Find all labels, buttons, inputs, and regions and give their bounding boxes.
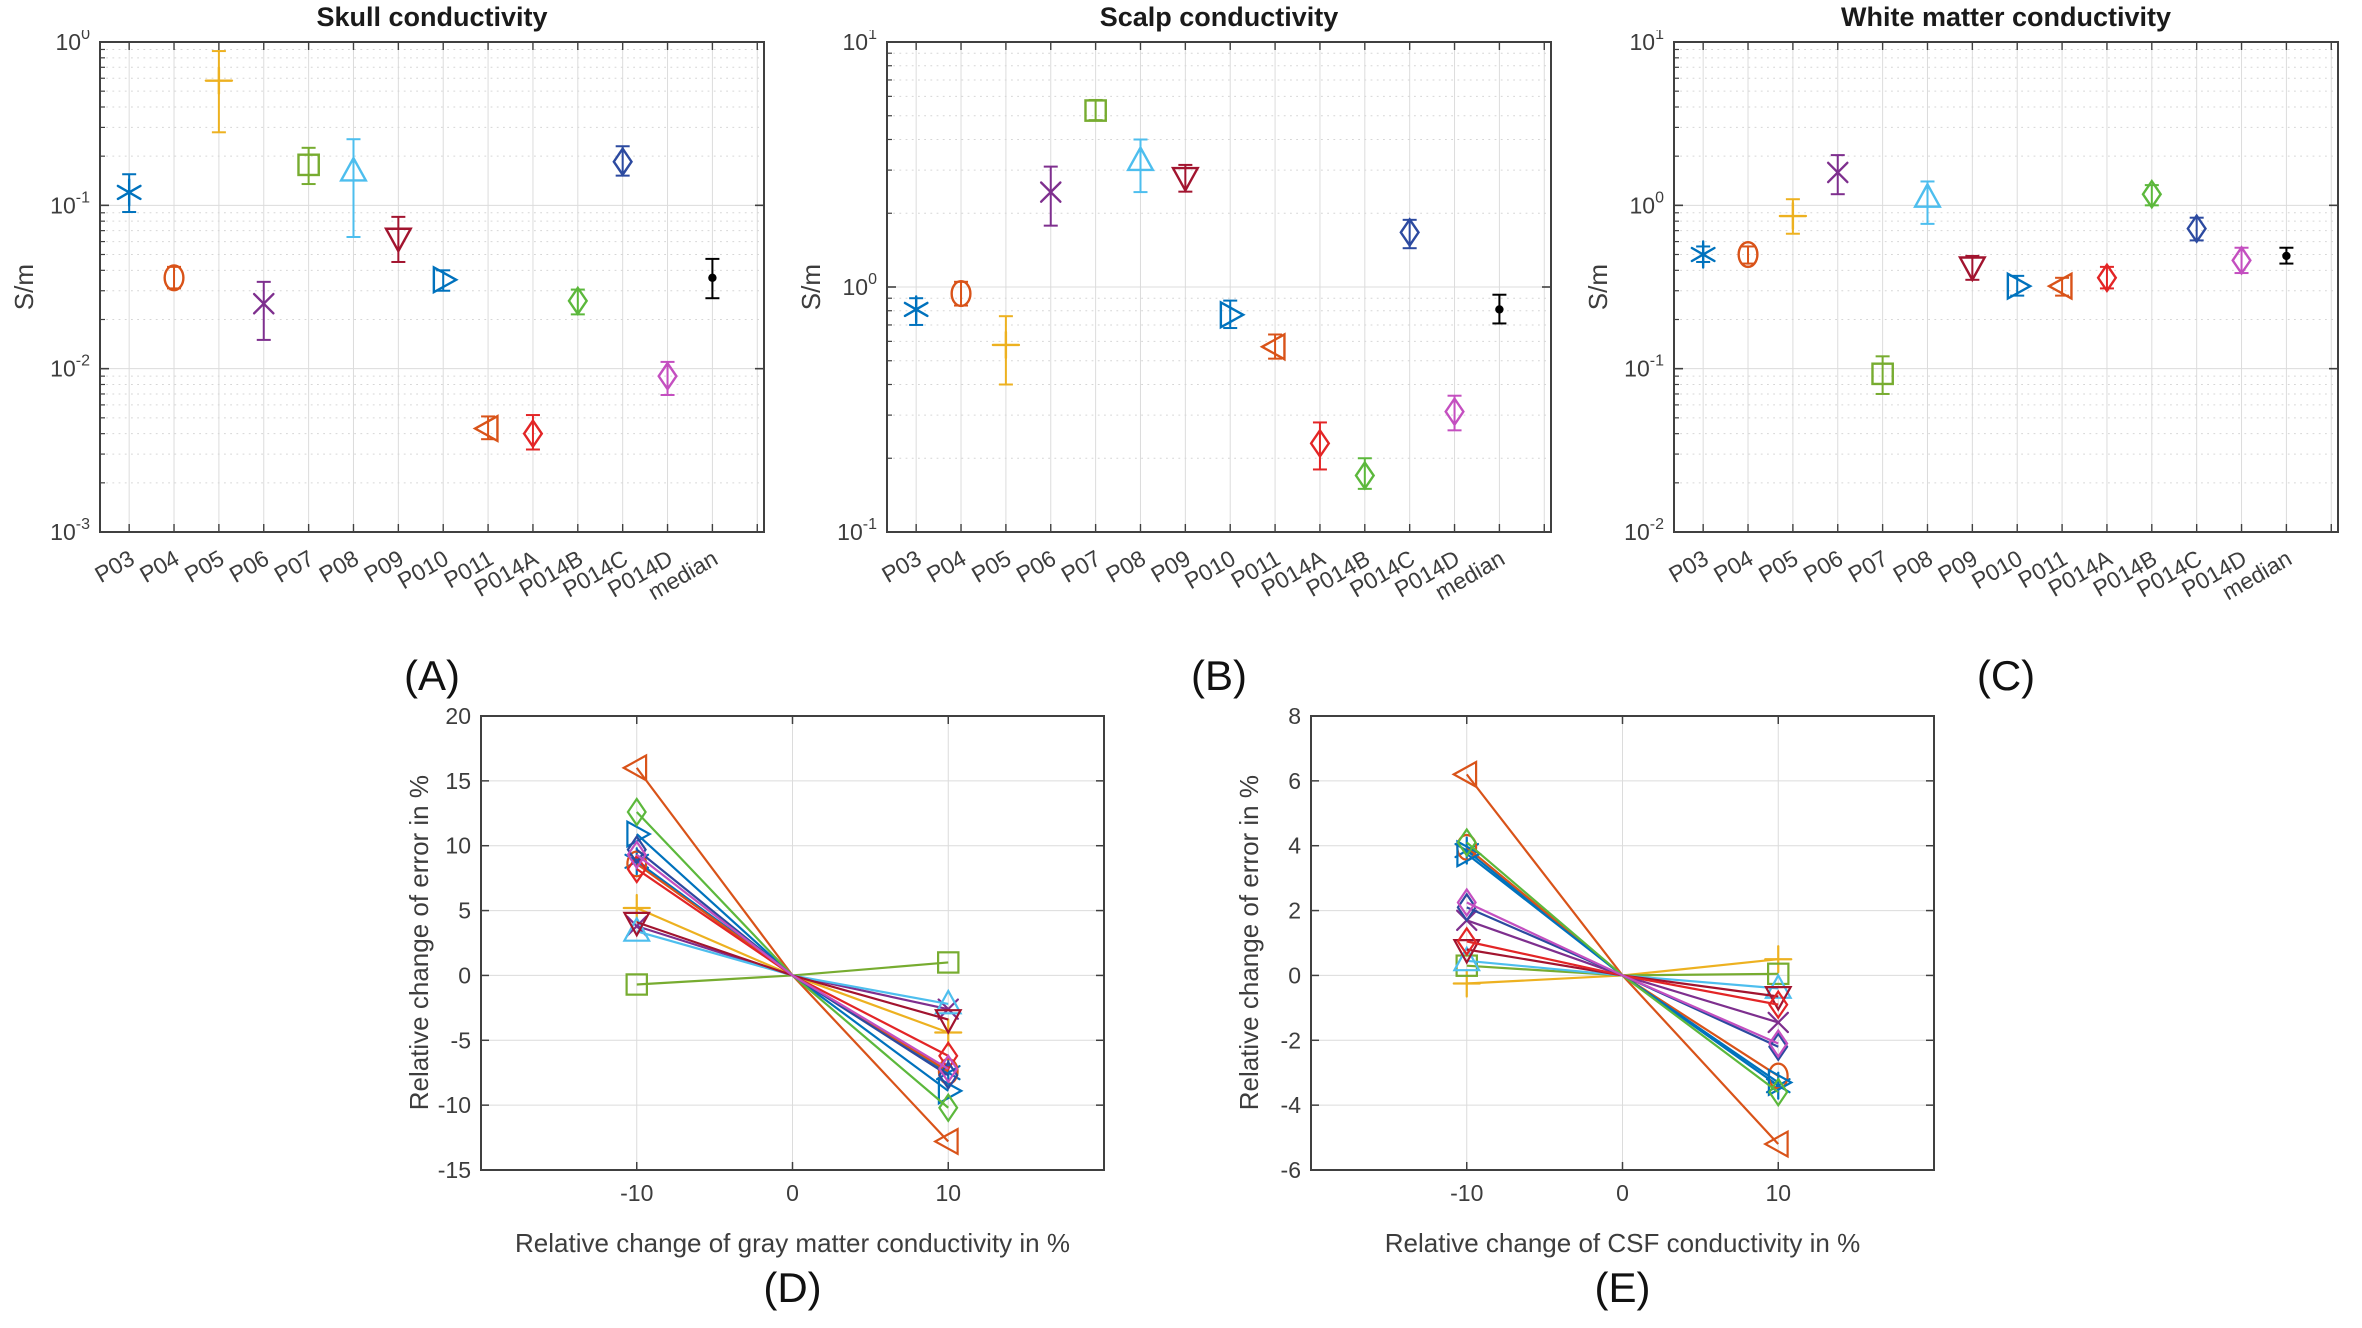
svg-text:100: 100 (1630, 189, 1665, 218)
svg-text:P07: P07 (1844, 545, 1892, 588)
svg-text:-4: -4 (1281, 1092, 1302, 1118)
svg-text:10-2: 10-2 (1624, 516, 1664, 545)
axis-tick-labels: -10 0 10 -15 -10 -5 0 5 10 15 20 (438, 706, 961, 1206)
data-series (1451, 760, 1794, 1159)
x-axis-label: Relative change of CSF conductivity in % (1384, 1228, 1861, 1258)
svg-text:P04: P04 (135, 545, 184, 588)
svg-text:0: 0 (786, 1180, 799, 1206)
chart-skull-conductivity: Skull conductivity S/m 10-3 10-2 10-1 100 P0… (0, 0, 787, 702)
axis-tick-labels: 10-210-1100101P03P04P05P06P07P08P09P010P… (1624, 30, 2296, 605)
data-series (903, 98, 1507, 491)
chart-csf-sensitivity: Relative change of error in % -10 0 10 -6 -4… (1226, 706, 1966, 1326)
gridlines (100, 42, 764, 532)
svg-text:-10: -10 (1450, 1180, 1483, 1206)
svg-text:P08: P08 (1889, 545, 1937, 588)
chart-title: Scalp conductivity (1099, 2, 1339, 32)
svg-text:P07: P07 (1057, 545, 1105, 588)
chart-scalp-conductivity: Scalp conductivity S/m 10-1 100 101 P03 P04 P… (787, 0, 1574, 702)
chart-caption: (C) (1976, 652, 2036, 699)
svg-text:P05: P05 (967, 545, 1015, 588)
chart-caption: (E) (1594, 1264, 1651, 1311)
svg-text:P04: P04 (922, 545, 971, 588)
gridlines (1674, 42, 2338, 532)
svg-text:10: 10 (1765, 1180, 1791, 1206)
svg-text:10-1: 10-1 (837, 516, 877, 545)
svg-text:10-1: 10-1 (1624, 353, 1664, 382)
axes-box (1310, 715, 1935, 1171)
axis-ticks (1674, 41, 2338, 533)
svg-text:P07: P07 (270, 545, 318, 588)
svg-text:20: 20 (445, 706, 471, 729)
chart-gray-matter-sensitivity: Relative change of error in % -10 0 10 -15-… (396, 706, 1136, 1326)
data-series (1690, 154, 2294, 395)
x-axis-label: Relative change of gray matter conductiv… (515, 1228, 1070, 1258)
svg-text:P06: P06 (1799, 545, 1847, 588)
axis-ticks (1311, 715, 1934, 1171)
svg-text:P08: P08 (315, 545, 363, 588)
svg-text:P04: P04 (1709, 545, 1758, 588)
svg-text:101: 101 (843, 30, 878, 55)
top-row: Skull conductivity S/m 10-3 10-2 10-1 100 P0… (0, 0, 2361, 702)
svg-text:10-3: 10-3 (50, 516, 90, 545)
bottom-row: Relative change of error in % -10 0 10 -15-… (0, 706, 2362, 1326)
plot-area-skull: 10-310-210-1100P03P04P05P06P07P08P09P010… (50, 30, 765, 605)
chart-title: Skull conductivity (316, 2, 548, 32)
gridlines (1311, 716, 1934, 1170)
svg-text:100: 100 (56, 30, 91, 55)
svg-text:6: 6 (1288, 768, 1301, 794)
svg-text:15: 15 (445, 768, 471, 794)
svg-text:10-1: 10-1 (50, 189, 90, 218)
svg-text:-10: -10 (438, 1092, 471, 1118)
data-series (621, 753, 964, 1156)
svg-text:P03: P03 (1664, 545, 1712, 588)
svg-text:8: 8 (1288, 706, 1301, 729)
svg-text:P06: P06 (1012, 545, 1060, 588)
axes-box (480, 715, 1105, 1171)
axis-tick-labels: -10 0 10 -6 -4 -2 0 2 4 6 8 (1281, 706, 1792, 1206)
chart-white-matter-conductivity: White matter conductivity S/m 10-2 10-1 10… (1574, 0, 2361, 702)
svg-text:2: 2 (1288, 898, 1301, 924)
axes-box (1673, 41, 2339, 533)
svg-text:P05: P05 (180, 545, 228, 588)
svg-text:10-2: 10-2 (50, 353, 90, 382)
svg-text:-5: -5 (451, 1027, 471, 1053)
chart-caption: (D) (763, 1264, 822, 1311)
svg-text:0: 0 (1616, 1180, 1629, 1206)
svg-text:-10: -10 (620, 1180, 653, 1206)
axes-box (99, 41, 765, 533)
chart-caption: (A) (404, 652, 460, 699)
svg-text:10: 10 (935, 1180, 961, 1206)
svg-text:5: 5 (458, 898, 471, 924)
svg-text:P05: P05 (1754, 545, 1802, 588)
svg-text:-15: -15 (438, 1157, 471, 1183)
axis-tick-labels: 10-310-210-1100P03P04P05P06P07P08P09P010… (50, 30, 722, 605)
chart-title: White matter conductivity (1840, 2, 2172, 32)
gridlines (887, 42, 1551, 532)
plot-area-csf: -10 0 10 -6 -4 -2 0 2 4 6 8 (1281, 706, 1935, 1206)
axis-tick-labels: 10-1100101P03P04P05P06P07P08P09P010P011P… (837, 30, 1509, 605)
svg-text:0: 0 (1288, 962, 1301, 988)
svg-text:4: 4 (1288, 833, 1301, 859)
svg-text:0: 0 (458, 962, 471, 988)
svg-text:P06: P06 (225, 545, 273, 588)
svg-text:P03: P03 (90, 545, 138, 588)
plot-area-scalp: 10-1100101P03P04P05P06P07P08P09P010P011P… (837, 30, 1552, 605)
svg-text:-2: -2 (1281, 1027, 1301, 1053)
svg-text:P03: P03 (877, 545, 925, 588)
plot-area-gray-matter: -10 0 10 -15 -10 -5 0 5 10 15 20 (438, 706, 1105, 1206)
svg-text:-6: -6 (1281, 1157, 1301, 1183)
chart-caption: (B) (1191, 652, 1247, 699)
gridlines (481, 716, 1104, 1170)
svg-text:10: 10 (445, 833, 471, 859)
data-series (116, 50, 720, 451)
axis-ticks (100, 41, 764, 533)
plot-area-white-matter: 10-210-1100101P03P04P05P06P07P08P09P010P… (1624, 30, 2339, 605)
svg-text:P08: P08 (1102, 545, 1150, 588)
axes-box (886, 41, 1552, 533)
svg-text:100: 100 (843, 271, 878, 300)
svg-text:101: 101 (1630, 30, 1665, 55)
